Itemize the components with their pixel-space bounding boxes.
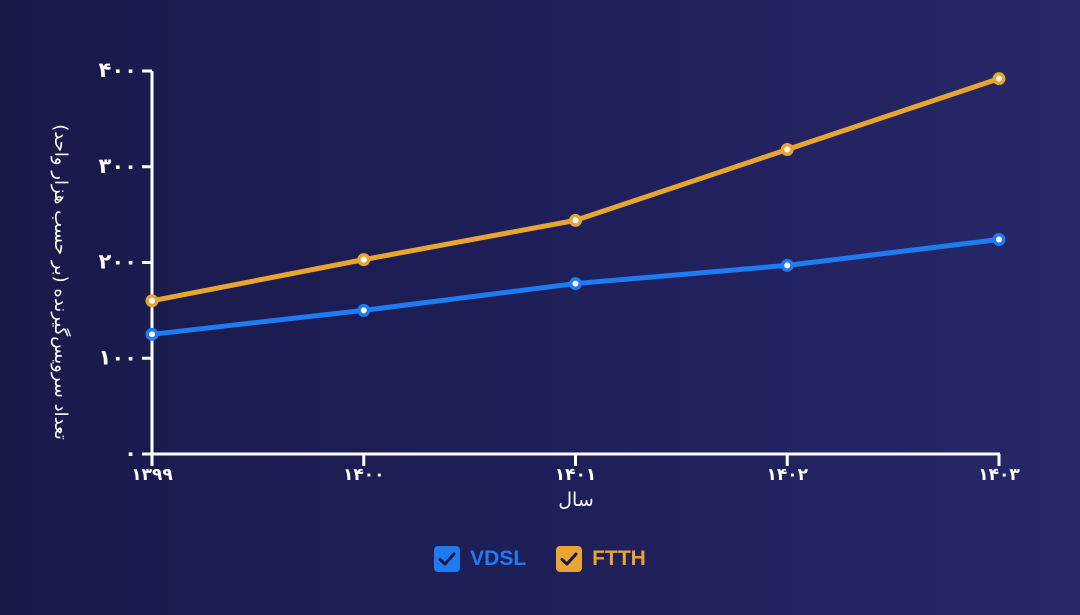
line-chart: ۰ ۱۰۰ ۲۰۰ ۳۰۰ ۴۰۰ ۱۳۹۹ ۱۴۰۰ ۱۴۰۱ ۱۴۰۲ ۱۴۰۳ تعداد… bbox=[50, 58, 1020, 511]
y-tick-label: ۳۰۰ bbox=[99, 154, 137, 178]
y-axis-label: تعداد سرویس‌گیرنده (بر حسب هزار واحد) bbox=[50, 124, 72, 439]
checkmark-icon bbox=[438, 552, 456, 566]
y-tick-label: ۲۰۰ bbox=[99, 250, 137, 274]
legend-item-ftth[interactable]: FTTH bbox=[556, 546, 646, 572]
data-point-center-ftth bbox=[784, 146, 791, 153]
data-point-center-ftth bbox=[996, 75, 1002, 82]
checkmark-icon bbox=[560, 552, 578, 566]
x-tick-label: ۱۴۰۱ bbox=[555, 465, 597, 485]
x-tick-label: ۱۴۰۳ bbox=[978, 465, 1020, 485]
legend-label-vdsl: VDSL bbox=[470, 547, 527, 570]
checkbox-checked-icon[interactable] bbox=[556, 546, 583, 572]
x-tick-label: ۱۴۰۰ bbox=[343, 465, 385, 485]
x-tick-label: ۱۴۰۲ bbox=[766, 465, 808, 485]
y-tick-label: ۴۰۰ bbox=[99, 58, 137, 82]
data-point-center-ftth bbox=[149, 297, 155, 304]
chart-legend: VDSL FTTH bbox=[0, 546, 1080, 572]
y-tick-label: ۱۰۰ bbox=[99, 345, 137, 369]
checkbox-checked-icon[interactable] bbox=[434, 546, 461, 572]
data-point-center-vdsl bbox=[784, 262, 791, 269]
data-point-center-vdsl bbox=[572, 280, 579, 287]
data-point-center-ftth bbox=[572, 217, 579, 224]
series-line-ftth bbox=[149, 76, 1002, 304]
series-layer bbox=[145, 72, 1006, 341]
chart-axes bbox=[150, 71, 1000, 456]
legend-item-vdsl[interactable]: VDSL bbox=[434, 546, 526, 572]
data-point-center-ftth bbox=[360, 256, 367, 263]
x-axis-label: سال bbox=[558, 489, 594, 511]
legend-label-ftth: FTTH bbox=[592, 547, 646, 570]
data-point-center-vdsl bbox=[149, 331, 155, 338]
y-tick-label: ۰ bbox=[124, 441, 137, 465]
data-point-center-vdsl bbox=[360, 307, 367, 314]
x-tick-label: ۱۳۹۹ bbox=[131, 465, 173, 485]
y-axis-ticks: ۰ ۱۰۰ ۲۰۰ ۳۰۰ ۴۰۰ bbox=[99, 58, 152, 465]
x-axis-ticks: ۱۳۹۹ ۱۴۰۰ ۱۴۰۱ ۱۴۰۲ ۱۴۰۳ bbox=[131, 454, 1020, 485]
data-point-center-vdsl bbox=[996, 236, 1002, 243]
